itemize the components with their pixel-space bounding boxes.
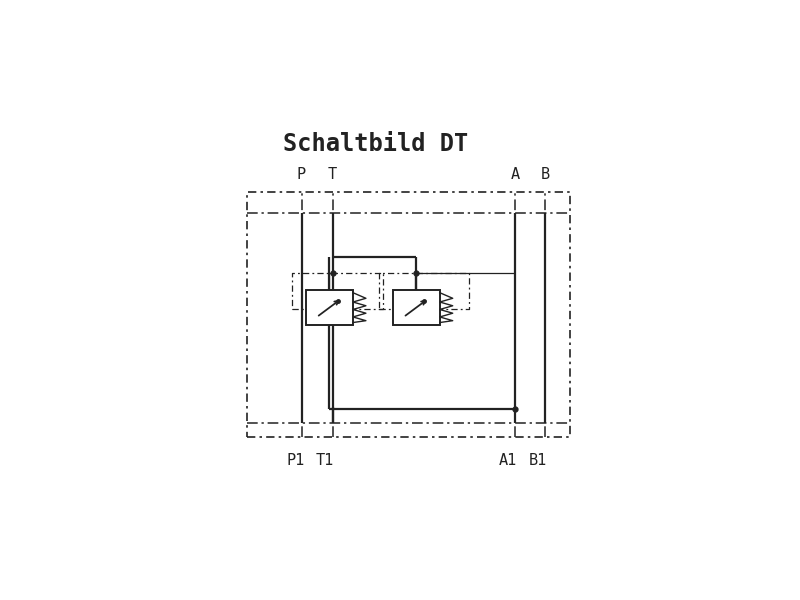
Text: B: B (541, 167, 550, 182)
Bar (393, 290, 440, 325)
Text: B1: B1 (529, 453, 547, 468)
Text: P: P (297, 167, 306, 182)
Text: P1: P1 (286, 453, 305, 468)
Text: Schaltbild DT: Schaltbild DT (283, 131, 468, 155)
Text: A: A (511, 167, 520, 182)
Bar (306, 290, 353, 325)
Text: T1: T1 (315, 453, 334, 468)
Text: A1: A1 (499, 453, 517, 468)
Text: T: T (328, 167, 337, 182)
